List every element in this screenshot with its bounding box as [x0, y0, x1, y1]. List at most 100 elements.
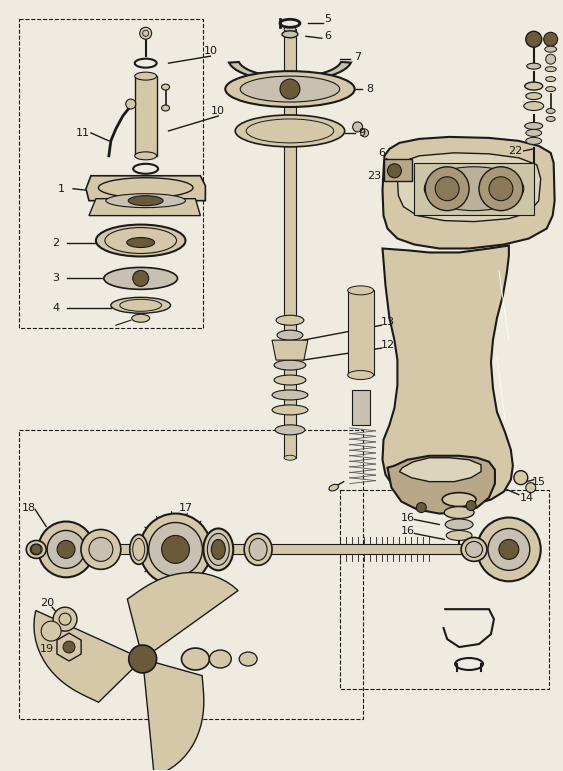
Circle shape	[126, 99, 136, 109]
Ellipse shape	[546, 116, 555, 122]
Circle shape	[416, 503, 426, 513]
Ellipse shape	[545, 66, 556, 72]
Ellipse shape	[235, 115, 345, 146]
Ellipse shape	[284, 27, 296, 32]
Circle shape	[57, 540, 75, 558]
Circle shape	[477, 517, 540, 581]
Ellipse shape	[132, 315, 150, 322]
Circle shape	[361, 129, 369, 137]
Ellipse shape	[525, 82, 543, 90]
Circle shape	[149, 523, 202, 576]
Ellipse shape	[104, 268, 177, 289]
Text: 2: 2	[52, 237, 60, 247]
Polygon shape	[382, 137, 555, 248]
Ellipse shape	[225, 71, 355, 107]
Circle shape	[435, 177, 459, 200]
Ellipse shape	[240, 76, 339, 102]
Ellipse shape	[239, 652, 257, 666]
Circle shape	[63, 641, 75, 653]
Ellipse shape	[544, 46, 557, 52]
Polygon shape	[382, 245, 513, 506]
Polygon shape	[34, 611, 142, 702]
Circle shape	[352, 122, 363, 132]
Ellipse shape	[425, 167, 524, 210]
Bar	[19, 19, 203, 328]
Polygon shape	[387, 456, 495, 513]
Ellipse shape	[274, 375, 306, 385]
Circle shape	[499, 540, 519, 560]
Text: 9: 9	[358, 128, 365, 138]
Circle shape	[47, 530, 85, 568]
Circle shape	[31, 544, 41, 554]
Ellipse shape	[99, 178, 193, 197]
Text: 18: 18	[22, 503, 36, 513]
Polygon shape	[229, 62, 351, 81]
Ellipse shape	[272, 390, 308, 400]
Ellipse shape	[127, 237, 155, 247]
Bar	[352, 390, 369, 425]
Ellipse shape	[525, 123, 543, 130]
Circle shape	[140, 513, 211, 585]
Ellipse shape	[546, 76, 556, 82]
Polygon shape	[397, 153, 540, 221]
Ellipse shape	[120, 299, 162, 311]
Ellipse shape	[527, 63, 540, 69]
Ellipse shape	[445, 519, 473, 530]
Bar	[385, 159, 412, 180]
Text: 1: 1	[57, 183, 65, 194]
Ellipse shape	[111, 298, 171, 313]
Text: 6: 6	[324, 32, 331, 42]
Polygon shape	[57, 633, 81, 661]
Text: 6: 6	[378, 148, 385, 158]
Circle shape	[544, 32, 557, 46]
Polygon shape	[399, 458, 481, 482]
Bar	[19, 430, 363, 719]
Circle shape	[81, 530, 121, 569]
Ellipse shape	[135, 152, 157, 160]
Circle shape	[526, 32, 542, 47]
Polygon shape	[127, 573, 238, 659]
Ellipse shape	[275, 345, 305, 355]
Bar	[339, 490, 549, 689]
Text: 10: 10	[211, 106, 225, 116]
Text: 11: 11	[76, 128, 90, 138]
Circle shape	[53, 608, 77, 631]
Circle shape	[162, 535, 190, 564]
Ellipse shape	[282, 31, 298, 38]
Ellipse shape	[526, 137, 542, 144]
Ellipse shape	[442, 493, 476, 507]
Bar	[348, 291, 373, 375]
Text: 23: 23	[368, 170, 382, 180]
Ellipse shape	[30, 544, 42, 555]
Ellipse shape	[26, 540, 46, 558]
Bar	[414, 163, 534, 214]
Circle shape	[89, 537, 113, 561]
Ellipse shape	[526, 130, 542, 136]
Ellipse shape	[209, 650, 231, 668]
Ellipse shape	[162, 84, 169, 90]
Text: 17: 17	[178, 503, 193, 513]
Text: 22: 22	[508, 146, 522, 156]
Ellipse shape	[105, 227, 177, 254]
Circle shape	[488, 528, 530, 571]
Circle shape	[38, 521, 94, 577]
Polygon shape	[272, 340, 308, 360]
Ellipse shape	[348, 286, 373, 295]
Text: 7: 7	[354, 52, 361, 62]
Text: 15: 15	[531, 476, 546, 487]
Ellipse shape	[249, 538, 267, 561]
Circle shape	[280, 79, 300, 99]
Text: 20: 20	[40, 598, 54, 608]
Polygon shape	[142, 659, 204, 771]
Circle shape	[466, 500, 476, 510]
Ellipse shape	[244, 534, 272, 565]
Text: 4: 4	[52, 303, 60, 313]
Text: 12: 12	[381, 340, 395, 350]
Ellipse shape	[96, 224, 185, 257]
Text: 3: 3	[52, 274, 60, 284]
Ellipse shape	[524, 102, 544, 110]
Text: 8: 8	[366, 84, 373, 94]
Circle shape	[546, 54, 556, 64]
Ellipse shape	[275, 425, 305, 435]
Ellipse shape	[466, 541, 482, 557]
